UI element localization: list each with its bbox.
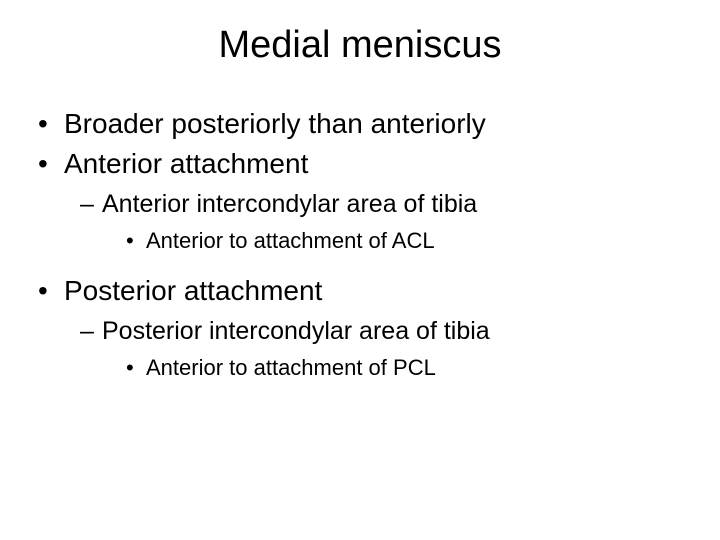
bullet-dash-icon: – [80,314,102,349]
bullet-dot-icon: • [38,272,64,310]
bullet-text: Anterior to attachment of PCL [146,355,436,380]
bullet-level2: –Posterior intercondylar area of tibia [38,314,720,349]
bullet-text: Anterior to attachment of ACL [146,228,435,253]
slide-title: Medial meniscus [0,24,720,67]
slide-content: •Broader posteriorly than anteriorly •An… [0,105,720,384]
bullet-text: Anterior attachment [64,148,308,179]
bullet-dot-icon: • [38,145,64,183]
bullet-text: Anterior intercondylar area of tibia [102,190,477,218]
bullet-dot-icon: • [126,226,146,257]
bullet-dot-icon: • [38,105,64,143]
bullet-text: Broader posteriorly than anteriorly [64,108,486,139]
bullet-level3: •Anterior to attachment of ACL [38,226,720,257]
bullet-level1: •Broader posteriorly than anteriorly [38,105,720,143]
bullet-level1: •Posterior attachment [38,272,720,310]
bullet-level3: •Anterior to attachment of PCL [38,353,720,384]
bullet-level1: •Anterior attachment [38,145,720,183]
bullet-dot-icon: • [126,353,146,384]
bullet-text: Posterior attachment [64,275,322,306]
bullet-text: Posterior intercondylar area of tibia [102,317,490,345]
bullet-dash-icon: – [80,187,102,222]
bullet-level2: –Anterior intercondylar area of tibia [38,187,720,222]
